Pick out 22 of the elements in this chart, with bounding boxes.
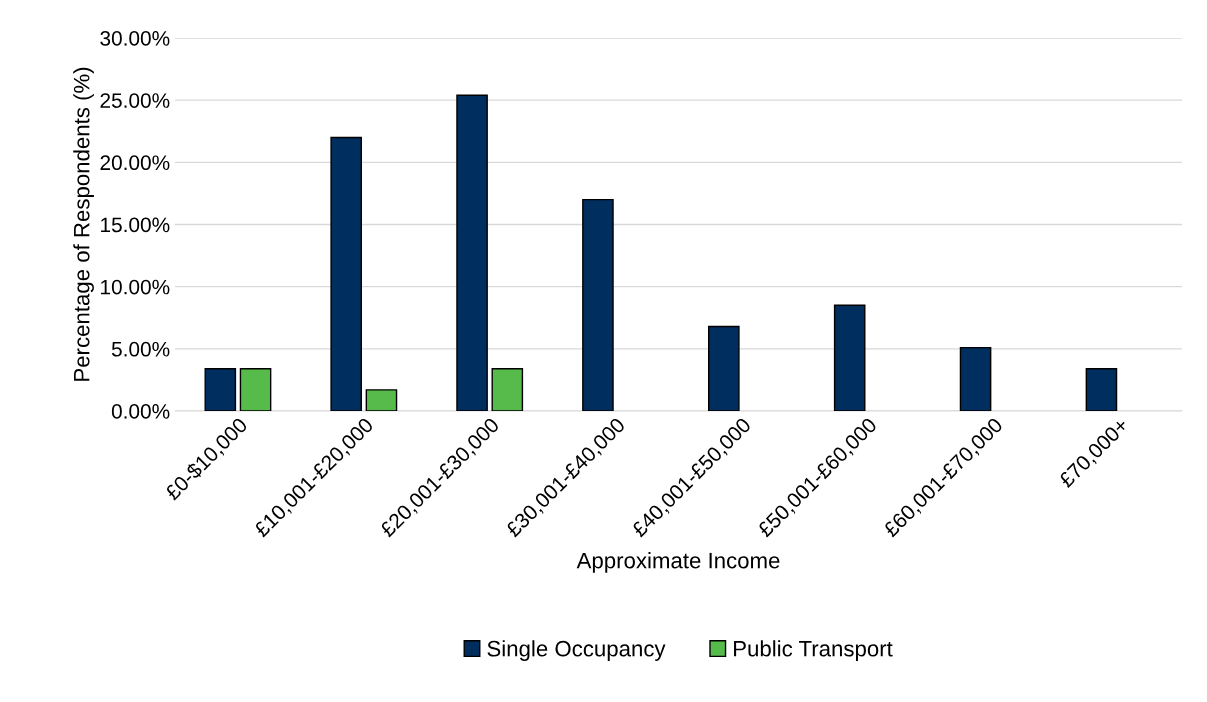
y-tick-label: 0.00% [111,404,170,419]
bar [365,389,398,411]
y-tick-label: 5.00% [111,341,170,357]
bar [708,325,740,411]
bar [239,368,272,411]
bar [959,346,992,411]
bar [1085,368,1118,411]
x-axis-title: Approximate Income [576,552,780,573]
y-tick-label: 25.00% [100,93,170,108]
y-tick-label: 10.00% [101,279,170,295]
legend-label: Public Transport [734,640,893,661]
bar [204,368,237,411]
bar [456,94,488,411]
y-tick-label: 30.00% [100,31,170,46]
bar [833,304,866,411]
y-axis-title: Percentage of Respondents (%) [73,67,94,381]
bar [330,136,362,411]
y-tick-label: 15.00% [101,217,170,233]
legend-label: Single Occupancy [487,640,666,661]
bar [491,368,524,411]
y-tick-label: 20.00% [100,155,170,171]
bar [582,198,614,411]
